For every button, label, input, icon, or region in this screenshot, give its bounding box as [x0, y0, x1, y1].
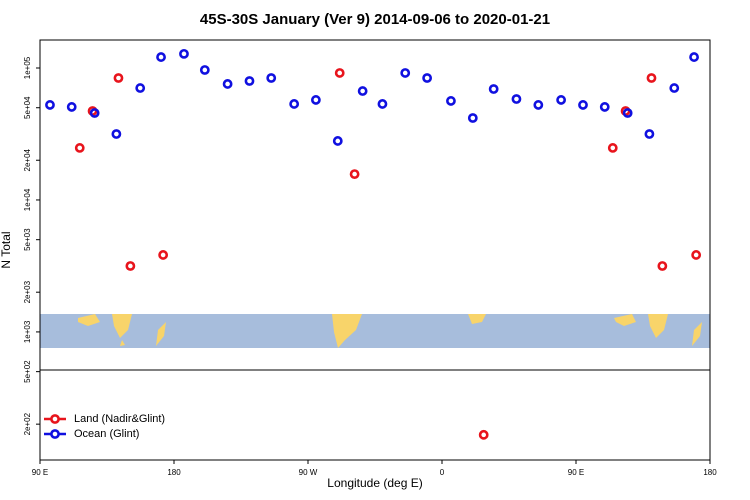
x-tick-label: 90 W	[299, 468, 318, 477]
x-tick-label: 90 E	[568, 468, 584, 477]
data-point	[689, 52, 699, 62]
data-point	[199, 65, 210, 75]
data-point	[478, 429, 489, 440]
data-point	[622, 108, 633, 118]
data-point	[533, 100, 544, 110]
data-point	[111, 129, 122, 139]
data-point	[691, 250, 702, 260]
data-point	[446, 96, 456, 106]
y-tick-label: 2e+04	[23, 148, 32, 171]
data-point	[266, 73, 277, 83]
data-point	[310, 95, 321, 105]
x-tick-label: 90 E	[32, 468, 48, 477]
y-tick-label: 1e+05	[23, 56, 32, 79]
y-tick-label: 2e+03	[23, 280, 32, 303]
y-tick-label: 5e+02	[23, 360, 32, 383]
x-tick-label: 0	[440, 468, 445, 477]
data-point	[377, 99, 388, 109]
data-point	[222, 79, 233, 89]
data-point	[113, 73, 124, 83]
x-tick-label: 180	[703, 468, 717, 477]
y-tick-label: 2e+02	[23, 412, 32, 435]
data-point	[644, 129, 655, 139]
data-point	[244, 76, 255, 86]
data-point	[74, 143, 85, 153]
data-point	[125, 261, 136, 271]
data-point	[488, 84, 499, 94]
data-point	[156, 52, 166, 62]
plot-frame	[39, 39, 711, 461]
data-point	[669, 83, 680, 93]
data-point	[332, 136, 343, 146]
map-strip	[40, 314, 710, 348]
legend-label: Ocean (Glint)	[74, 428, 139, 440]
data-point	[511, 94, 522, 104]
data-point	[556, 95, 567, 105]
legend-label: Land (Nadir&Glint)	[74, 413, 165, 425]
data-point	[657, 261, 668, 271]
data-point	[158, 250, 169, 260]
data-point	[89, 108, 100, 118]
y-tick-label: 1e+03	[23, 320, 32, 343]
data-point	[400, 68, 411, 78]
y-tick-label: 5e+04	[23, 96, 32, 119]
data-point	[334, 68, 345, 78]
data-point	[578, 100, 588, 110]
data-point	[66, 102, 77, 112]
data-point	[599, 102, 610, 112]
data-point	[422, 73, 433, 83]
x-axis-label: Longitude (deg E)	[327, 476, 422, 490]
data-point	[135, 83, 146, 93]
data-point	[467, 113, 478, 123]
y-tick-label: 1e+04	[23, 188, 32, 211]
data-point	[179, 48, 189, 59]
y-axis-label: N Total	[0, 231, 13, 268]
legend-marker	[50, 414, 60, 424]
data-point	[349, 169, 360, 180]
x-tick-label: 180	[167, 468, 181, 477]
chart-title: 45S-30S January (Ver 9) 2014-09-06 to 20…	[200, 11, 550, 28]
legend-marker	[50, 429, 60, 439]
data-point	[646, 73, 657, 83]
y-tick-label: 5e+03	[23, 228, 32, 251]
data-point	[357, 86, 368, 96]
data-point	[607, 143, 618, 153]
data-point	[289, 99, 300, 109]
data-point	[45, 100, 55, 110]
